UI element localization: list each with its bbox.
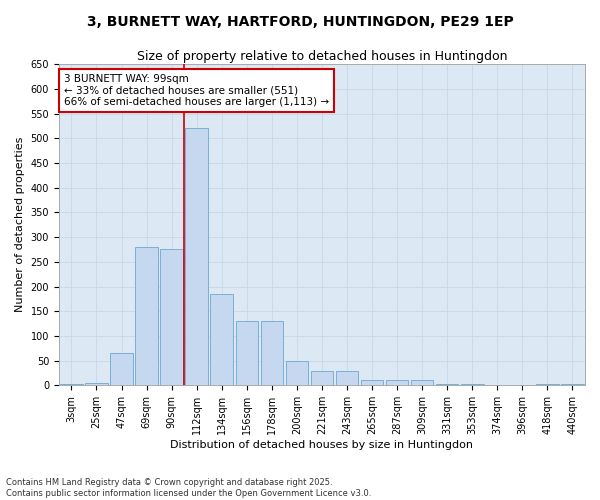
Bar <box>311 370 333 386</box>
Bar <box>136 247 158 386</box>
Text: 3, BURNETT WAY, HARTFORD, HUNTINGDON, PE29 1EP: 3, BURNETT WAY, HARTFORD, HUNTINGDON, PE… <box>86 15 514 29</box>
Bar <box>536 384 559 386</box>
Bar <box>286 360 308 386</box>
Title: Size of property relative to detached houses in Huntingdon: Size of property relative to detached ho… <box>137 50 507 63</box>
Bar <box>260 321 283 386</box>
Bar <box>386 380 409 386</box>
Bar <box>336 370 358 386</box>
Bar <box>160 250 183 386</box>
Bar <box>361 380 383 386</box>
Bar <box>236 321 258 386</box>
Bar <box>461 384 484 386</box>
Bar <box>436 384 458 386</box>
X-axis label: Distribution of detached houses by size in Huntingdon: Distribution of detached houses by size … <box>170 440 473 450</box>
Bar <box>60 384 83 386</box>
Text: Contains HM Land Registry data © Crown copyright and database right 2025.
Contai: Contains HM Land Registry data © Crown c… <box>6 478 371 498</box>
Y-axis label: Number of detached properties: Number of detached properties <box>15 137 25 312</box>
Bar <box>110 353 133 386</box>
Bar <box>411 380 433 386</box>
Bar <box>211 294 233 386</box>
Text: 3 BURNETT WAY: 99sqm
← 33% of detached houses are smaller (551)
66% of semi-deta: 3 BURNETT WAY: 99sqm ← 33% of detached h… <box>64 74 329 107</box>
Bar <box>561 384 584 386</box>
Bar <box>185 128 208 386</box>
Bar <box>85 383 108 386</box>
